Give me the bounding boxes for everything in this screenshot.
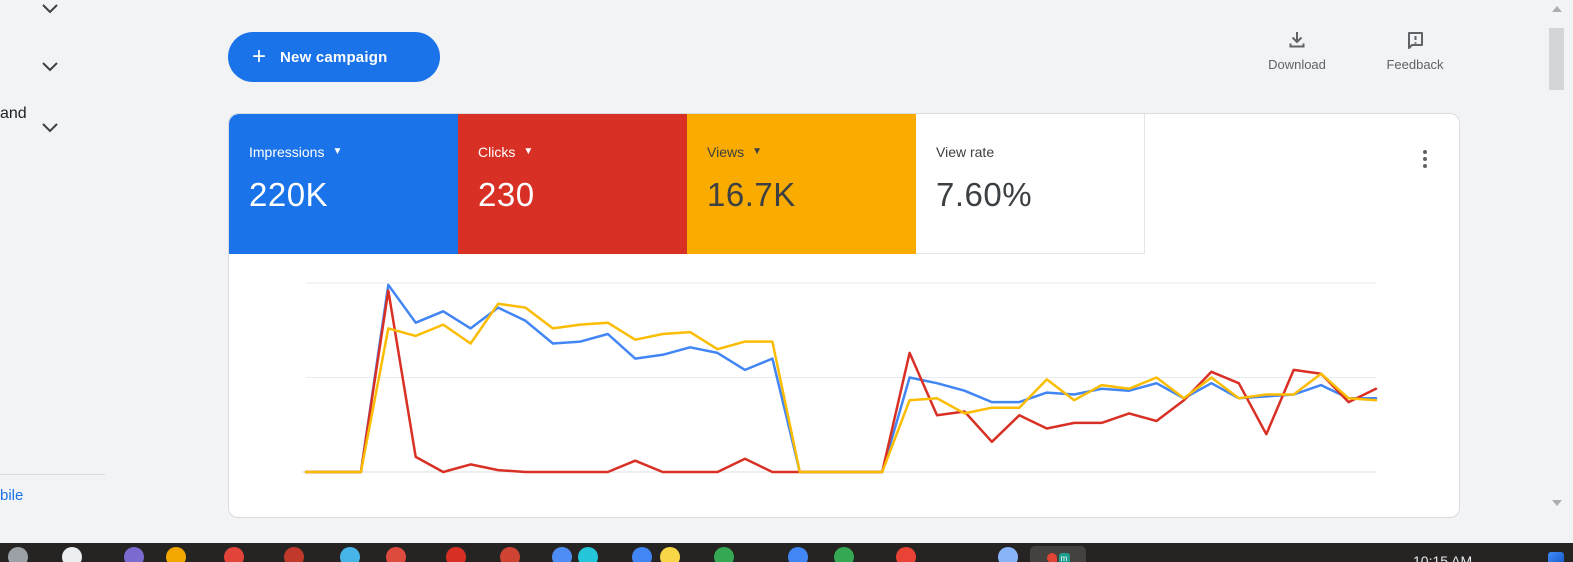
card-overflow-menu-button[interactable]	[1413, 146, 1437, 172]
tile-view-rate-label: View rate	[936, 144, 995, 160]
feedback-icon	[1408, 32, 1423, 49]
taskbar-app-icon[interactable]	[552, 547, 572, 562]
tile-view-rate-value: 7.60%	[936, 176, 1033, 213]
new-campaign-label: New campaign	[280, 48, 388, 66]
taskbar-app-icon[interactable]	[896, 547, 916, 562]
chevron-down-icon[interactable]	[40, 2, 60, 14]
sidebar-truncated-text: and	[0, 105, 27, 122]
tile-impressions[interactable]: Impressions ▼ 220K	[229, 114, 458, 254]
metric-tiles: Impressions ▼ 220K Clicks ▼ 230 Views ▼ 16.…	[229, 114, 1145, 254]
taskbar-app-icon[interactable]	[386, 547, 406, 562]
plus-icon: +	[252, 43, 267, 70]
tile-views-value: 16.7K	[707, 176, 796, 213]
chevron-down-icon: ▼	[332, 146, 343, 157]
active-app-icon-m: m	[1058, 552, 1070, 562]
taskbar-app-icon[interactable]	[166, 547, 186, 562]
chevron-down-icon: ▼	[752, 146, 762, 157]
taskbar-clock[interactable]: 10:15 AM	[1413, 553, 1473, 562]
download-label: Download	[1268, 57, 1326, 72]
taskbar-app-icon[interactable]	[8, 547, 28, 562]
time-series-chart: Aug 15, 2024 Sep 23, 2024	[229, 254, 1461, 519]
scrollbar-thumb[interactable]	[1549, 28, 1564, 90]
active-app-icon	[1046, 553, 1057, 562]
tile-view-rate[interactable]: View rate 7.60%	[916, 114, 1145, 254]
tile-impressions-label: Impressions	[249, 144, 325, 160]
new-campaign-button[interactable]: + New campaign	[228, 32, 440, 82]
chart-line-views	[304, 302, 1378, 474]
taskbar-app-icon[interactable]	[998, 547, 1018, 562]
tile-clicks[interactable]: Clicks ▼ 230	[458, 114, 687, 254]
chart-canvas	[302, 282, 1378, 474]
taskbar-app-icon[interactable]	[660, 547, 680, 562]
taskbar: m 10:15 AM	[0, 543, 1573, 562]
tile-clicks-label: Clicks	[478, 144, 516, 160]
sidebar-divider	[0, 474, 105, 475]
taskbar-app-icon[interactable]	[340, 547, 360, 562]
tile-impressions-value: 220K	[249, 176, 329, 213]
taskbar-app-icon[interactable]	[500, 547, 520, 562]
tile-clicks-value: 230	[478, 176, 535, 213]
taskbar-tray-icon[interactable]	[1548, 552, 1564, 562]
taskbar-active-app-button[interactable]: m	[1030, 546, 1086, 562]
feedback-button[interactable]: Feedback	[1372, 30, 1458, 82]
taskbar-app-icon[interactable]	[62, 547, 82, 562]
chevron-down-icon: ▼	[523, 146, 534, 157]
taskbar-app-icon[interactable]	[714, 547, 734, 562]
feedback-label: Feedback	[1386, 57, 1444, 72]
taskbar-app-icon[interactable]	[224, 547, 244, 562]
chevron-down-icon[interactable]	[40, 121, 60, 133]
taskbar-app-icon[interactable]	[632, 547, 652, 562]
tile-views-label: Views	[707, 144, 745, 160]
chevron-down-icon[interactable]	[40, 60, 60, 72]
taskbar-app-icon[interactable]	[834, 547, 854, 562]
download-button[interactable]: Download	[1254, 30, 1340, 82]
overview-card: Impressions ▼ 220K Clicks ▼ 230 Views ▼ 16.…	[228, 113, 1460, 518]
taskbar-app-icon[interactable]	[124, 547, 144, 562]
scrollbar-down-arrow[interactable]	[1552, 500, 1562, 506]
taskbar-app-icon[interactable]	[446, 547, 466, 562]
taskbar-app-icon[interactable]	[284, 547, 304, 562]
download-icon	[1289, 32, 1305, 48]
taskbar-app-icon[interactable]	[788, 547, 808, 562]
sidebar-truncated-link[interactable]: bile	[0, 487, 24, 504]
chart-line-impressions	[304, 283, 1378, 474]
tile-views[interactable]: Views ▼ 16.7K	[687, 114, 916, 254]
taskbar-app-icon[interactable]	[578, 547, 598, 562]
scrollbar-up-arrow[interactable]	[1552, 6, 1562, 12]
